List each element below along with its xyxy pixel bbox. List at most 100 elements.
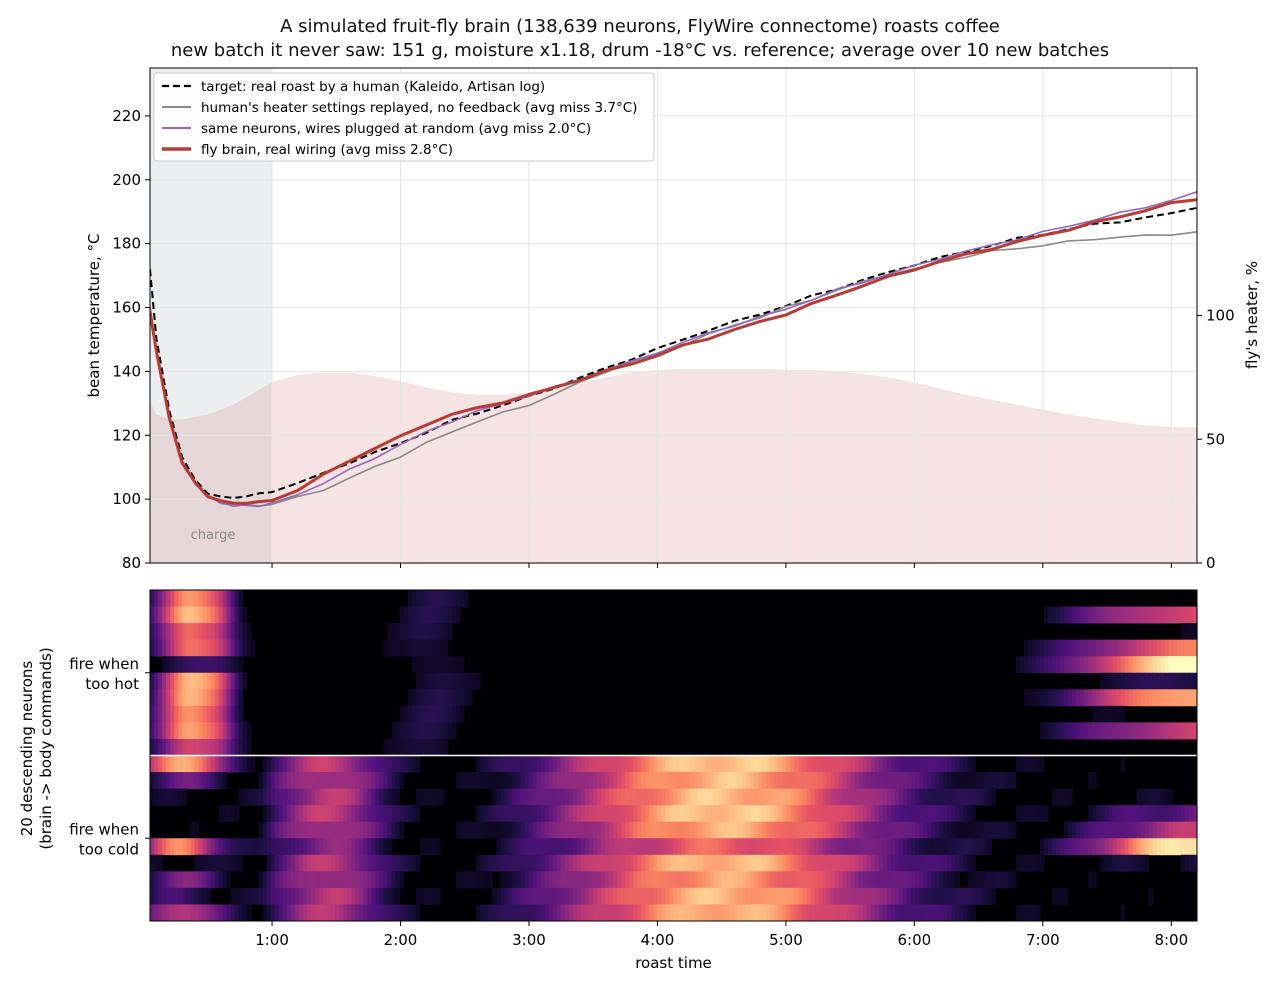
heatmap-cell	[202, 772, 207, 789]
heatmap-cell	[798, 887, 803, 905]
heatmap-cell	[1015, 805, 1021, 823]
heatmap-cell	[854, 904, 860, 922]
heatmap-cell	[939, 755, 944, 773]
heatmap-cell	[415, 887, 421, 905]
heatmap-cell	[178, 623, 183, 641]
heatmap-cell	[899, 755, 904, 773]
heatmap-row-6	[150, 672, 1198, 690]
heatmap-cell	[790, 772, 795, 789]
heatmap-cell	[431, 722, 437, 740]
heatmap-cell	[894, 854, 900, 872]
heatmap-cell	[1188, 838, 1194, 856]
heatmap-cell	[431, 838, 437, 856]
heatmap-cell	[705, 788, 711, 806]
heatmap-cell	[1060, 656, 1065, 674]
heatmap-cell	[717, 904, 723, 922]
heatmap-cell	[733, 805, 739, 823]
heatmap-cell	[1023, 854, 1029, 872]
heatmap-cell	[576, 904, 582, 922]
heatmap-cell	[290, 821, 296, 839]
heatmap-cell	[154, 722, 159, 740]
heatmap-cell	[681, 854, 687, 872]
heatmap-cell	[798, 838, 803, 856]
heatmap-cell	[782, 755, 787, 773]
heatmap-cell	[754, 788, 759, 806]
heatmap-cell	[576, 821, 582, 839]
heatmap-cell	[596, 772, 602, 789]
heatmap-cell	[633, 904, 638, 922]
heatmap-cell	[1128, 606, 1134, 624]
heatmap-cell	[1060, 639, 1065, 657]
heatmap-cell	[1180, 656, 1186, 674]
heatmap-cell	[870, 838, 876, 856]
heatmap-cell	[955, 805, 961, 823]
heatmap-cell	[1116, 854, 1122, 872]
heatmap-cell	[584, 887, 590, 905]
heatmap-cell	[907, 805, 912, 823]
heatmap-cell	[311, 788, 316, 806]
heatmap-cell	[190, 656, 195, 674]
heatmap-cell	[206, 623, 212, 641]
heatmap-cell	[576, 805, 582, 823]
heatmap-cell	[158, 871, 163, 889]
heatmap-cell	[278, 854, 284, 872]
heatmap-cell	[282, 788, 288, 806]
heatmap-cell	[890, 854, 896, 872]
heatmap-cell	[770, 838, 775, 856]
heatmap-cell	[854, 887, 860, 905]
heatmap-cell	[693, 821, 699, 839]
heatmap-cell	[319, 904, 324, 922]
heatmap-cell	[238, 606, 244, 624]
heatmap-cell	[1164, 821, 1170, 839]
heatmap-cell	[399, 705, 405, 723]
heatmap-cell	[1192, 689, 1198, 707]
heatmap-cell	[641, 871, 646, 889]
heatmap-cell	[536, 772, 542, 789]
heatmap-cell	[741, 821, 747, 839]
heatmap-cell	[383, 738, 389, 756]
heatmap-cell	[222, 689, 228, 707]
heatmap-cell	[725, 755, 731, 773]
heatmap-cell	[456, 871, 461, 889]
heatmap-cell	[452, 606, 457, 624]
heatmap-cell	[210, 705, 216, 723]
heatmap-cell	[311, 821, 316, 839]
heatmap-cell	[951, 904, 956, 922]
heatmap-cell	[210, 639, 216, 657]
heatmap-cell	[725, 854, 731, 872]
heatmap-cell	[166, 639, 171, 657]
heatmap-cell	[1184, 854, 1190, 872]
heatmap-cell	[770, 887, 775, 905]
heatmap-cell	[858, 887, 864, 905]
heatmap-cell	[862, 887, 868, 905]
heatmap-cell	[697, 838, 703, 856]
heatmap-cell	[174, 755, 179, 773]
heatmap-cell	[158, 623, 163, 641]
heatmap-cell	[794, 772, 799, 789]
heatmap-cell	[476, 871, 481, 889]
heatmap-cell	[605, 838, 610, 856]
heatmap-cell	[983, 772, 989, 789]
heatmap-cell	[762, 821, 767, 839]
heatmap-cell	[303, 821, 308, 839]
heatmap-cell	[1176, 656, 1182, 674]
heatmap-cell	[150, 606, 155, 624]
heatmap-cell	[911, 805, 916, 823]
heatmap-cell	[158, 590, 163, 607]
heatmap-cell	[750, 887, 755, 905]
heatmap-cell	[693, 871, 699, 889]
heatmap-cell	[1188, 606, 1194, 624]
heatmap-cell	[665, 821, 671, 839]
heatmap-cell	[1031, 656, 1037, 674]
heatmap-cell	[649, 821, 654, 839]
heatmap-cell	[786, 904, 791, 922]
heatmap-cell	[335, 821, 340, 839]
heatmap-cell	[677, 772, 683, 789]
heatmap-cell	[822, 821, 828, 839]
heatmap-cell	[621, 772, 626, 789]
heatmap-cell	[717, 838, 723, 856]
heatmap-cell	[717, 854, 723, 872]
heatmap-cell	[544, 805, 550, 823]
legend: target: real roast by a human (Kaleido, …	[153, 72, 655, 162]
